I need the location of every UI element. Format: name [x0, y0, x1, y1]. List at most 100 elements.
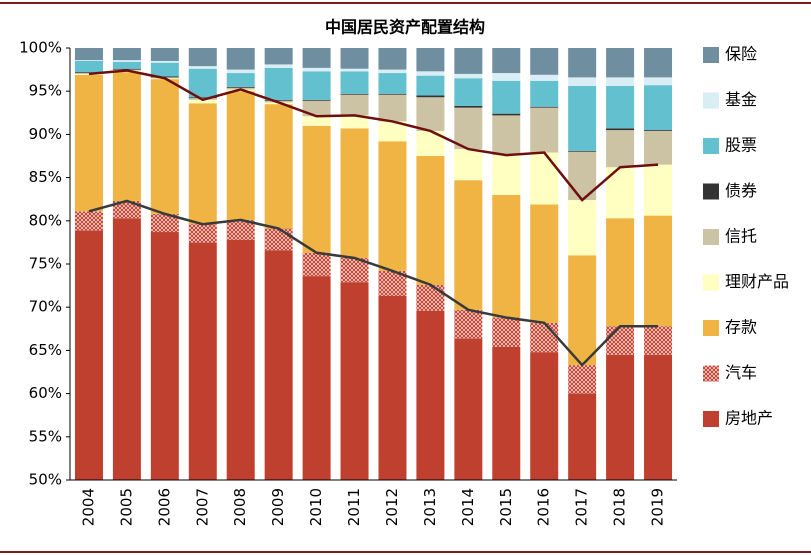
bar-segment	[454, 180, 483, 310]
bar-segment	[644, 164, 673, 216]
bar-segment	[226, 219, 255, 240]
bar-segment	[74, 48, 103, 61]
bar-segment	[492, 80, 521, 114]
bar-segment	[492, 194, 521, 318]
bar-segment	[568, 86, 597, 151]
bar-segment	[492, 155, 521, 195]
bar-segment	[302, 100, 331, 117]
y-tick-label: 55%	[29, 427, 62, 445]
bar-segment	[340, 71, 369, 94]
bar-segment	[226, 48, 255, 70]
bar-segment	[264, 48, 293, 65]
legend-label: 基金	[725, 90, 757, 109]
bar-segment	[606, 128, 635, 131]
x-tick-label: 2008	[231, 488, 249, 526]
bar-segment	[568, 200, 597, 256]
bar-segment	[378, 141, 407, 271]
bar-segment	[74, 60, 103, 73]
bar-segment	[150, 48, 179, 61]
bar-segment	[150, 60, 179, 63]
bar-segment	[378, 73, 407, 94]
bar-segment	[150, 213, 179, 233]
bar-segment	[112, 218, 141, 480]
bar-segment	[188, 68, 217, 98]
bar-segment	[302, 99, 331, 101]
bar-segment	[530, 352, 559, 480]
bar-segment	[378, 295, 407, 480]
bar-segment	[606, 218, 635, 327]
x-tick-label: 2019	[649, 488, 667, 526]
bar-segment	[226, 73, 255, 87]
x-tick-label: 2013	[421, 488, 439, 526]
legend-label: 汽车	[725, 363, 757, 382]
bar-segment	[568, 365, 597, 394]
bar-segment	[74, 72, 103, 74]
x-tick-label: 2004	[79, 488, 97, 526]
bar-segment	[340, 93, 369, 95]
bar-segment	[606, 326, 635, 355]
bar-segment	[568, 255, 597, 366]
bar-segment	[188, 97, 217, 99]
bar-segment	[530, 74, 559, 81]
bar-segment	[568, 77, 597, 87]
y-tick-label: 50%	[29, 471, 62, 489]
bar-segment	[378, 48, 407, 70]
bar-segment	[530, 48, 559, 75]
x-tick-label: 2005	[117, 488, 135, 526]
bar-segment	[644, 48, 673, 78]
bar-segment	[454, 73, 483, 79]
bar-segment	[530, 204, 559, 323]
bar-segment	[226, 91, 255, 220]
legend-swatch	[703, 183, 719, 200]
bar-segment	[492, 113, 521, 116]
bar-segment	[302, 116, 331, 126]
y-tick-label: 70%	[29, 298, 62, 316]
x-tick-label: 2007	[193, 488, 211, 526]
legend-swatch	[703, 138, 719, 154]
bar-segment	[150, 62, 179, 77]
bar-segment	[226, 239, 255, 480]
bar-segment	[644, 130, 673, 131]
bar-segment	[416, 95, 445, 98]
bar-segment	[530, 106, 559, 108]
bar-segment	[188, 48, 217, 67]
bar-segment	[188, 103, 217, 225]
bar-segment	[302, 252, 331, 277]
bar-segment	[644, 130, 673, 165]
bar-segment	[302, 71, 331, 100]
y-tick-label: 100%	[19, 39, 62, 57]
x-tick-label: 2012	[383, 488, 401, 526]
bar-segment	[454, 78, 483, 106]
bar-segment	[378, 69, 407, 74]
bar-segment	[264, 67, 293, 100]
bar-segment	[112, 200, 141, 219]
bar-segment	[606, 354, 635, 480]
bar-segment	[188, 224, 217, 243]
bar-segment	[112, 48, 141, 61]
bar-segment	[416, 75, 445, 96]
bar-segment	[378, 94, 407, 122]
bar-segment	[606, 48, 635, 78]
bar-segment	[112, 60, 141, 62]
x-tick-label: 2015	[497, 488, 515, 526]
y-tick-label: 90%	[29, 125, 62, 143]
bar-segment	[74, 211, 103, 231]
bar-segment	[302, 48, 331, 68]
y-tick-label: 65%	[29, 341, 62, 359]
y-tick-label: 85%	[29, 168, 62, 186]
bar-segment	[188, 242, 217, 480]
legend-label: 存款	[725, 318, 757, 337]
legend-swatch	[703, 365, 719, 382]
bar-segment	[606, 130, 635, 168]
bar-segment	[74, 74, 103, 212]
legend-swatch	[703, 229, 719, 245]
legend-label: 信托	[725, 227, 757, 246]
bar-segment	[340, 68, 369, 72]
bar-segment	[416, 97, 445, 131]
bar-segment	[340, 282, 369, 480]
bar-segment	[492, 48, 521, 74]
bar-segment	[74, 60, 103, 61]
bar-segment	[454, 105, 483, 108]
bar-segment	[454, 107, 483, 150]
